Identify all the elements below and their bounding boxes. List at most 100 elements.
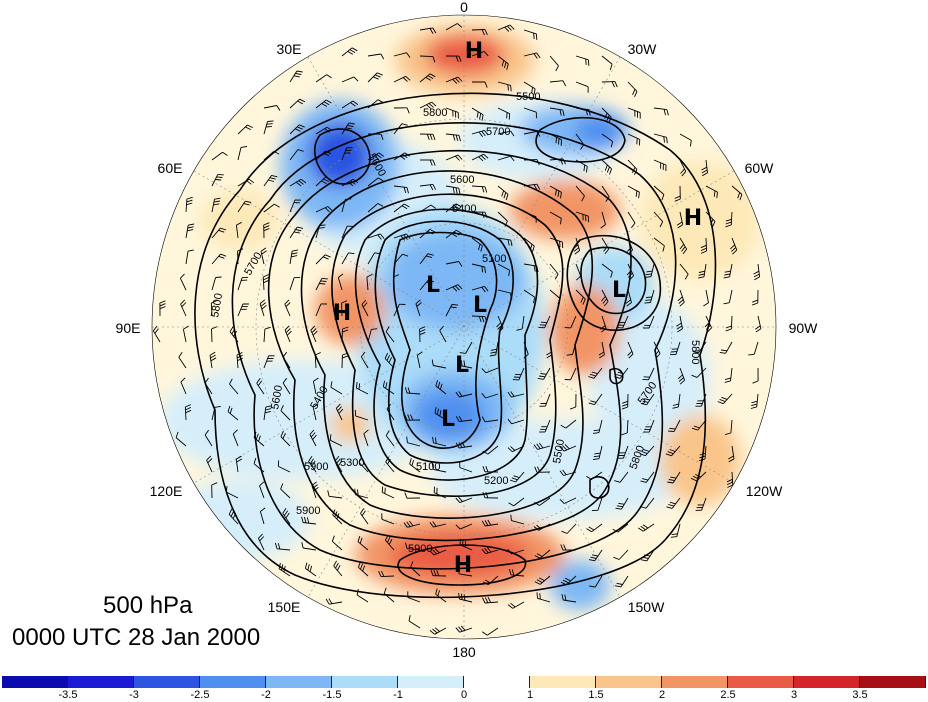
wind-barb-flag <box>347 181 354 187</box>
wind-barb <box>563 445 577 452</box>
wind-barb-flag <box>345 198 352 200</box>
wind-barb <box>511 520 525 525</box>
wind-barb-flag <box>699 458 706 462</box>
wind-barb <box>575 237 581 251</box>
wind-barb-flag <box>752 302 758 306</box>
wind-barb-flag <box>325 150 332 155</box>
wind-barb-flag <box>564 594 567 601</box>
wind-barb-flag <box>559 109 562 116</box>
wind-barb <box>180 381 187 395</box>
wind-barb-flag <box>379 233 385 239</box>
wind-barb-flag <box>537 377 544 380</box>
wind-barb-flag <box>627 350 633 356</box>
wind-barb-flag <box>681 246 686 252</box>
wind-barb <box>211 277 217 291</box>
longitude-label: 30W <box>627 41 657 57</box>
wind-barb <box>679 211 684 225</box>
wind-barb-flag <box>386 536 391 543</box>
wind-barb <box>393 253 403 265</box>
wind-barb-flag <box>638 527 644 532</box>
wind-barb <box>497 81 511 86</box>
wind-barb <box>679 237 688 250</box>
wind-barb-flag <box>209 351 216 356</box>
wind-barb-flag <box>277 543 281 550</box>
wind-barb-flag <box>404 152 410 157</box>
wind-barb-flag <box>402 153 408 159</box>
wind-barb-flag <box>284 299 290 305</box>
wind-barb-flag <box>460 593 463 600</box>
wind-barb <box>653 107 667 111</box>
wind-barb <box>315 278 323 291</box>
wind-barb-flag <box>210 357 217 362</box>
wind-barb-flag <box>284 325 290 331</box>
wind-barb-flag <box>387 458 391 465</box>
longitude-label: 120W <box>745 483 783 499</box>
wind-barb-flag <box>613 556 620 560</box>
wind-barb <box>211 407 216 421</box>
wind-barb-flag <box>274 203 280 208</box>
wind-barb-flag <box>589 585 596 588</box>
wind-barb-flag <box>273 150 280 155</box>
wind-barb-flag <box>480 155 486 160</box>
wind-barb-flag <box>282 351 288 358</box>
wind-barb-flag <box>671 533 678 536</box>
wind-barb-flag <box>753 273 760 278</box>
wind-barb-flag <box>724 270 731 273</box>
wind-barb <box>537 445 551 450</box>
wind-barb-flag <box>487 597 492 603</box>
wind-barb-flag <box>432 628 438 634</box>
wind-barb-flag <box>482 581 489 586</box>
wind-barb-flag <box>334 511 338 518</box>
wind-barb-flag <box>725 218 732 222</box>
wind-barb <box>575 107 589 111</box>
wind-barb <box>544 419 551 433</box>
wind-barb-flag <box>325 598 330 605</box>
wind-barb-flag <box>681 171 687 177</box>
wind-barb <box>679 289 685 303</box>
wind-barb-flag <box>666 109 669 116</box>
wind-barb-flag <box>725 221 732 225</box>
wind-barb-flag <box>357 561 361 568</box>
longitude-label: 60E <box>157 160 183 176</box>
wind-barb-flag <box>645 299 652 301</box>
wind-barb-flag <box>726 478 733 483</box>
wind-barb-flag <box>665 453 672 457</box>
wind-barb <box>510 574 525 577</box>
wind-barb-flag <box>152 325 158 332</box>
wind-barb-flag <box>481 393 486 399</box>
wind-barb-flag <box>255 433 259 440</box>
wind-barb-flag <box>295 181 302 187</box>
wind-barb-flag <box>385 326 390 332</box>
wind-barb-flag <box>434 548 440 554</box>
wind-barb <box>358 566 369 577</box>
wind-barb-flag <box>508 113 511 120</box>
wind-barb <box>416 355 421 369</box>
wind-barb-flag <box>601 327 607 333</box>
wind-barb-flag <box>388 538 393 545</box>
wind-barb-flag <box>405 542 408 549</box>
wind-barb-flag <box>286 330 292 336</box>
wind-barb-flag <box>638 192 640 199</box>
wind-barb <box>627 211 636 224</box>
wind-barb-flag <box>222 151 228 156</box>
wind-barb-flag <box>358 383 361 390</box>
wind-barb-flag <box>237 248 244 252</box>
wind-barb-flag <box>457 23 463 28</box>
wind-barb-flag <box>481 520 486 527</box>
wind-barb <box>289 199 296 213</box>
wind-barb <box>627 263 635 276</box>
wind-barb <box>523 237 535 247</box>
wind-barb-flag <box>566 354 573 356</box>
wind-barb <box>549 211 562 219</box>
wind-barb-flag <box>351 47 358 52</box>
wind-barb <box>179 278 187 291</box>
wind-barb <box>730 367 733 381</box>
wind-barb-flag <box>691 427 698 431</box>
wind-barb-flag <box>353 76 359 82</box>
wind-barb-flag <box>693 425 700 429</box>
wind-barb-flag <box>692 350 699 354</box>
wind-barb-flag <box>300 178 307 184</box>
wind-barb-flag <box>478 316 482 323</box>
wind-barb-flag <box>311 328 317 334</box>
wind-barb-flag <box>434 407 437 414</box>
